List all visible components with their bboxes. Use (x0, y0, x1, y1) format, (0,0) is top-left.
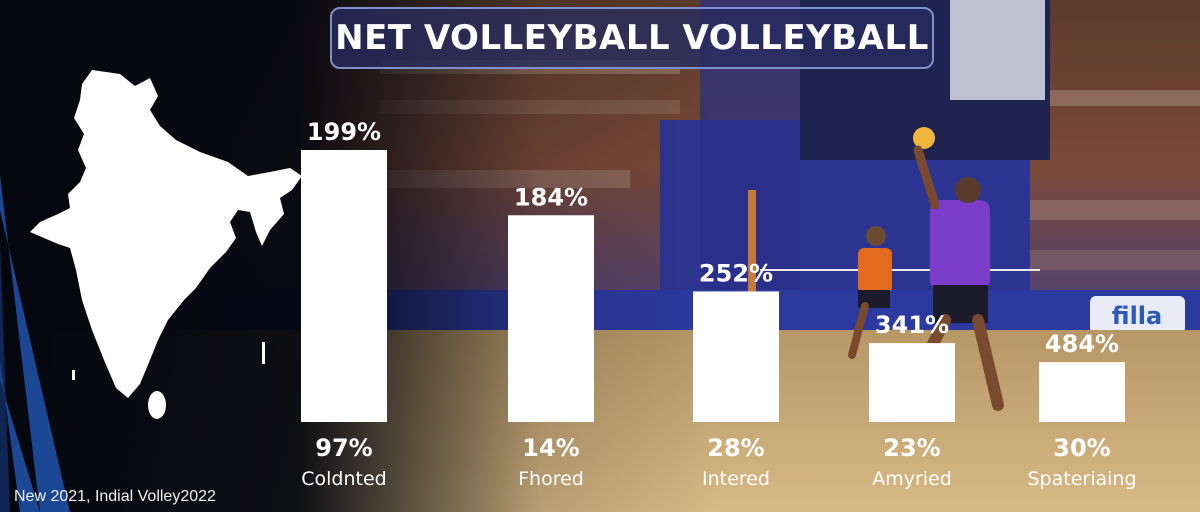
chart-title: NET VOLLEYBALL VOLLEYBALL (335, 18, 929, 58)
category-label: Fhored (518, 468, 584, 490)
bar-value-label: 484% (1045, 330, 1119, 358)
footnote: New 2021, Indial Volley2022 (14, 488, 216, 505)
bar-value-label: 199% (307, 118, 381, 146)
bar-sub-value: 30% (1053, 434, 1110, 462)
india-map-icon (30, 70, 302, 419)
category-label: Intered (702, 468, 770, 490)
category-label: Spateriaing (1027, 468, 1136, 490)
bar-sub-value: 28% (707, 434, 764, 462)
bar-5 (1039, 362, 1125, 422)
bar-value-label: 184% (514, 183, 588, 211)
bar-sub-value: 14% (522, 434, 579, 462)
bar-1 (301, 150, 387, 422)
bar-value-label: 252% (699, 259, 773, 287)
bar-sub-value: 23% (883, 434, 940, 462)
chart-title-box: NET VOLLEYBALL VOLLEYBALL (330, 7, 934, 69)
bar-value-label: 341% (875, 311, 949, 339)
bar-2 (508, 215, 594, 422)
bar-3 (693, 291, 779, 422)
bar-4 (869, 343, 955, 422)
category-label: Coldnted (301, 468, 386, 490)
category-label: Amyried (872, 468, 952, 490)
bar-sub-value: 97% (315, 434, 372, 462)
